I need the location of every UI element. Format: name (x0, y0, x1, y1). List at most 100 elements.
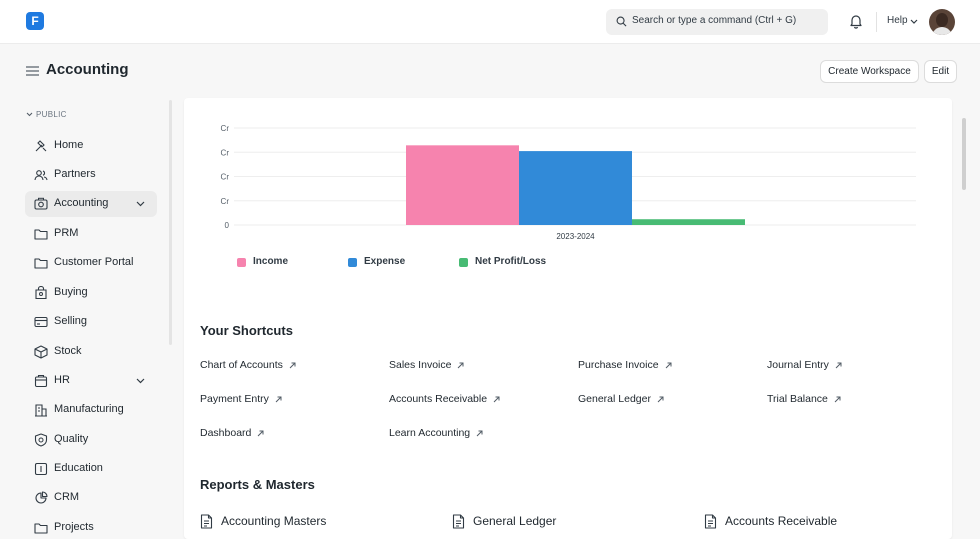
chevron-down-icon[interactable] (136, 378, 145, 384)
search-placeholder: Search or type a command (Ctrl + G) (632, 15, 797, 26)
logo-glyph: F (31, 14, 39, 28)
sidebar-item-label: Projects (54, 521, 94, 533)
shortcut-learn-accounting[interactable]: Learn Accounting (389, 423, 483, 439)
sidebar-item-prm[interactable]: PRM (25, 221, 157, 247)
page-title: Accounting (46, 61, 129, 78)
sidebar-item-buying[interactable]: Buying (25, 280, 157, 306)
sidebar-item-quality[interactable]: Quality (25, 427, 157, 453)
users-icon (34, 170, 48, 181)
sidebar-item-stock[interactable]: Stock (25, 339, 157, 365)
folder-icon (34, 258, 48, 269)
arrow-up-right-icon (834, 396, 841, 403)
legend-swatch-net-profit (459, 258, 468, 267)
search-icon (616, 16, 627, 27)
shortcut-dashboard[interactable]: Dashboard (200, 423, 264, 439)
shortcut-label: General Ledger (578, 393, 651, 405)
legend-label: Net Profit/Loss (475, 256, 547, 267)
sidebar-item-partners[interactable]: Partners (25, 162, 157, 188)
shortcut-label: Payment Entry (200, 393, 269, 405)
sidebar-item-label: Partners (54, 168, 96, 180)
avatar-head (936, 13, 948, 27)
document-icon (452, 514, 465, 529)
sidebar-scrollbar[interactable] (169, 100, 172, 345)
report-label: Accounting Masters (221, 514, 327, 528)
sidebar-toggle-icon[interactable] (26, 66, 39, 76)
document-icon (704, 514, 717, 529)
bar-income[interactable] (406, 145, 519, 225)
arrow-up-right-icon (835, 362, 842, 369)
legend-label: Expense (364, 256, 406, 267)
sidebar-item-accounting[interactable]: Accounting (25, 191, 157, 217)
shortcut-purchase-invoice[interactable]: Purchase Invoice (578, 355, 672, 371)
tools-icon (35, 140, 47, 152)
notification-bell-icon[interactable] (849, 13, 863, 29)
avatar-body (932, 27, 952, 35)
chevron-down-icon[interactable] (136, 201, 145, 207)
sidebar-item-selling[interactable]: Selling (25, 309, 157, 335)
help-menu[interactable]: Help (887, 15, 908, 26)
legend-swatch-expense (348, 258, 357, 267)
sidebar-item-education[interactable]: Education (25, 456, 157, 482)
shortcut-general-ledger[interactable]: General Ledger (578, 389, 664, 405)
section-chevron-icon[interactable] (26, 112, 33, 117)
sidebar-item-home[interactable]: Home (25, 133, 157, 159)
sidebar-item-manufacturing[interactable]: Manufacturing (25, 397, 157, 423)
sidebar-item-label: Home (54, 139, 84, 151)
shortcut-label: Sales Invoice (389, 359, 452, 371)
sidebar-item-label: Stock (54, 345, 82, 357)
shortcut-journal-entry[interactable]: Journal Entry (767, 355, 842, 371)
shortcut-payment-entry[interactable]: Payment Entry (200, 389, 282, 405)
shortcut-sales-invoice[interactable]: Sales Invoice (389, 355, 464, 371)
arrow-up-right-icon (289, 362, 296, 369)
bar-expense[interactable] (519, 151, 632, 225)
shortcut-label: Learn Accounting (389, 427, 471, 439)
sidebar-item-customer-portal[interactable]: Customer Portal (25, 250, 157, 276)
pie-icon (35, 491, 48, 504)
main-scrollbar[interactable] (962, 118, 966, 190)
hr-icon (34, 374, 48, 388)
card-icon (34, 316, 48, 328)
shortcut-label: Purchase Invoice (578, 359, 659, 371)
building-icon (35, 404, 47, 417)
sidebar-item-label: Manufacturing (54, 403, 124, 415)
chevron-down-icon (910, 19, 918, 24)
sidebar-item-projects[interactable]: Projects (25, 515, 157, 539)
reports-title: Reports & Masters (200, 477, 315, 492)
report-label: General Ledger (473, 514, 557, 528)
shortcut-trial-balance[interactable]: Trial Balance (767, 389, 841, 405)
sidebar-item-hr[interactable]: HR (25, 368, 157, 394)
sidebar-item-label: Buying (54, 286, 88, 298)
bar-net-profit-loss[interactable] (632, 219, 745, 225)
navbar: F Search or type a command (Ctrl + G) He… (0, 0, 980, 44)
sidebar-item-label: HR (54, 374, 70, 386)
sidebar-item-crm[interactable]: CRM (25, 485, 157, 511)
arrow-up-right-icon (275, 396, 282, 403)
shortcut-label: Dashboard (200, 427, 252, 439)
shortcuts-title: Your Shortcuts (200, 323, 293, 338)
search-bar[interactable]: Search or type a command (Ctrl + G) (606, 9, 828, 35)
app-logo[interactable]: F (26, 12, 44, 30)
shortcut-chart-of-accounts[interactable]: Chart of Accounts (200, 355, 296, 371)
navbar-divider (876, 12, 877, 32)
legend-swatch-income (237, 258, 246, 267)
y-tick-label: Cr (221, 124, 230, 133)
report-label: Accounts Receivable (725, 514, 838, 528)
sidebar-item-label: Accounting (54, 197, 109, 209)
edit-button[interactable]: Edit (924, 60, 957, 83)
sidebar-section-label[interactable]: PUBLIC (36, 110, 67, 119)
y-tick-label: 0 (225, 221, 230, 230)
shortcut-accounts-receivable[interactable]: Accounts Receivable (389, 389, 500, 405)
user-avatar[interactable] (929, 9, 955, 35)
shortcut-label: Trial Balance (767, 393, 828, 405)
sidebar-item-label: Quality (54, 433, 89, 445)
sidebar-item-label: PRM (54, 227, 79, 239)
shortcut-label: Accounts Receivable (389, 393, 488, 405)
income-expense-chart: Cr Cr Cr Cr 0 2023-2024 (221, 124, 916, 241)
document-icon (200, 514, 213, 529)
y-tick-label: Cr (221, 173, 230, 182)
create-workspace-button[interactable]: Create Workspace (820, 60, 919, 83)
arrow-up-right-icon (476, 430, 483, 437)
shortcut-label: Journal Entry (767, 359, 829, 371)
arrow-up-right-icon (458, 362, 464, 369)
sidebar-item-label: Customer Portal (54, 256, 134, 268)
